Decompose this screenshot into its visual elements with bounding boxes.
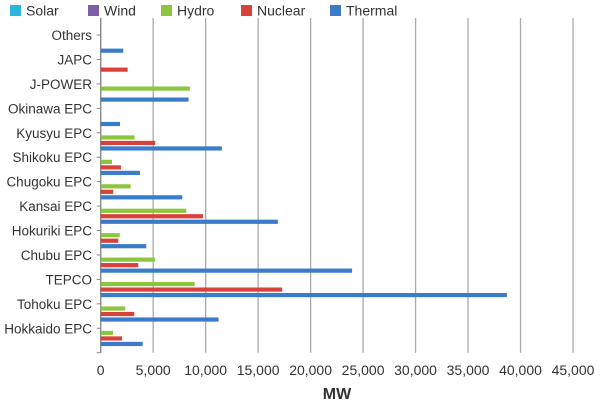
bar-thermal [100, 195, 183, 200]
y-category-label: JAPC [57, 52, 92, 67]
bar-nuclear [100, 263, 139, 268]
y-category-label: Tohoku EPC [17, 297, 92, 312]
bar-thermal [100, 219, 278, 224]
bar-hydro [100, 233, 120, 238]
bar-nuclear [100, 67, 128, 72]
legend-label-thermal: Thermal [346, 3, 397, 19]
y-category-label: Hokkaido EPC [4, 321, 92, 336]
x-tick-label: 30,000 [394, 362, 437, 378]
bar-thermal [100, 121, 121, 127]
bar-thermal [100, 268, 353, 273]
bar-hydro [100, 159, 113, 164]
bar-hydro [100, 208, 187, 213]
legend-swatch-wind [88, 5, 99, 16]
x-tick-label: 5,000 [136, 362, 171, 378]
bar-thermal [100, 341, 143, 347]
legend-swatch-nuclear [241, 5, 252, 16]
bar-thermal [100, 48, 124, 53]
y-category-label: Others [51, 28, 92, 43]
y-category-label: TEPCO [45, 272, 92, 287]
y-category-label: Hokuriki EPC [12, 224, 93, 239]
bar-nuclear [100, 214, 203, 219]
bar-thermal [100, 244, 147, 249]
y-category-label: Chubu EPC [21, 248, 93, 263]
bar-hydro [100, 330, 113, 336]
bar-nuclear [100, 165, 121, 170]
y-category-label: Kansai EPC [19, 199, 92, 214]
bar-hydro [100, 306, 126, 311]
x-axis-title: MW [323, 386, 352, 403]
bar-nuclear [100, 311, 135, 317]
y-category-label: Shikoku EPC [12, 150, 92, 165]
x-tick-label: 0 [97, 362, 105, 378]
y-category-label: Chugoku EPC [6, 175, 92, 190]
bar-hydro [100, 257, 155, 262]
bar-hydro [100, 184, 131, 189]
bar-thermal [100, 170, 140, 175]
x-tick-label: 20,000 [289, 362, 332, 378]
x-tick-label: 40,000 [499, 362, 542, 378]
x-tick-label: 35,000 [447, 362, 490, 378]
legend-swatch-hydro [161, 5, 172, 16]
x-tick-label: 45,000 [552, 362, 595, 378]
bar-hydro [100, 281, 195, 287]
bar-hydro [100, 135, 135, 140]
bar-nuclear [100, 140, 156, 146]
bar-thermal [100, 317, 219, 322]
x-tick-label: 10,000 [184, 362, 227, 378]
y-category-label: Okinawa EPC [8, 101, 92, 116]
y-category-label: J-POWER [30, 77, 92, 92]
bar-nuclear [100, 336, 123, 341]
bar-thermal [100, 146, 222, 151]
x-tick-label: 15,000 [237, 362, 280, 378]
bar-nuclear [100, 238, 119, 243]
y-category-label: Kyusyu EPC [16, 126, 92, 141]
legend-swatch-thermal [330, 5, 341, 16]
bar-hydro [100, 86, 190, 91]
legend-label-solar: Solar [26, 3, 59, 19]
legend-label-wind: Wind [104, 3, 136, 19]
legend-swatch-solar [10, 5, 21, 16]
bar-thermal [100, 292, 507, 298]
bar-thermal [100, 97, 189, 102]
bar-nuclear [100, 189, 114, 194]
legend-label-hydro: Hydro [177, 3, 215, 19]
bar-nuclear [100, 287, 283, 292]
x-tick-label: 25,000 [342, 362, 385, 378]
legend-label-nuclear: Nuclear [257, 3, 306, 19]
